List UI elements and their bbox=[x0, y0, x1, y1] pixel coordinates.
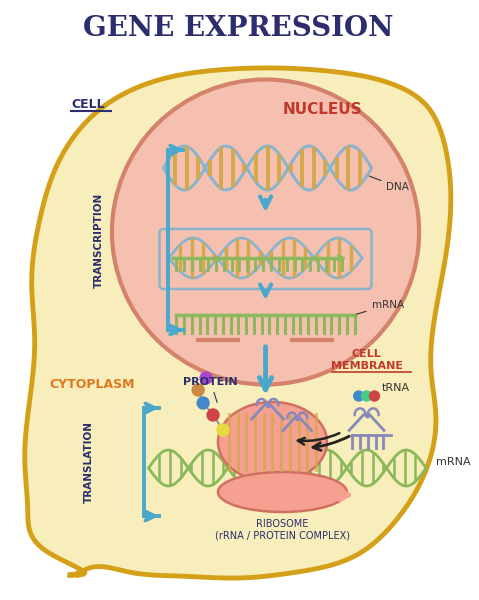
Text: CELL
MEMBRANE: CELL MEMBRANE bbox=[331, 349, 403, 371]
Text: tRNA: tRNA bbox=[381, 383, 410, 393]
Text: mRNA: mRNA bbox=[356, 300, 404, 314]
Polygon shape bbox=[25, 68, 451, 578]
Circle shape bbox=[197, 397, 209, 409]
Circle shape bbox=[207, 409, 219, 421]
Text: DNA: DNA bbox=[369, 176, 409, 192]
Text: RIBOSOME
(rRNA / PROTEIN COMPLEX): RIBOSOME (rRNA / PROTEIN COMPLEX) bbox=[215, 519, 350, 541]
Text: mRNA: mRNA bbox=[436, 457, 470, 467]
Ellipse shape bbox=[218, 402, 327, 482]
Text: PROTEIN: PROTEIN bbox=[183, 377, 238, 403]
Circle shape bbox=[217, 424, 229, 436]
Text: NUCLEUS: NUCLEUS bbox=[282, 103, 362, 118]
Circle shape bbox=[362, 391, 372, 401]
Text: GENE EXPRESSION: GENE EXPRESSION bbox=[82, 14, 393, 41]
Circle shape bbox=[370, 391, 379, 401]
Text: TRANSCRIPTION: TRANSCRIPTION bbox=[94, 193, 104, 287]
Circle shape bbox=[192, 384, 204, 396]
Text: TRANSLATION: TRANSLATION bbox=[84, 421, 94, 503]
Text: CELL: CELL bbox=[71, 98, 105, 112]
Circle shape bbox=[200, 372, 212, 384]
Ellipse shape bbox=[112, 79, 419, 385]
Ellipse shape bbox=[218, 472, 347, 512]
Circle shape bbox=[354, 391, 364, 401]
Text: CYTOPLASM: CYTOPLASM bbox=[49, 379, 135, 391]
